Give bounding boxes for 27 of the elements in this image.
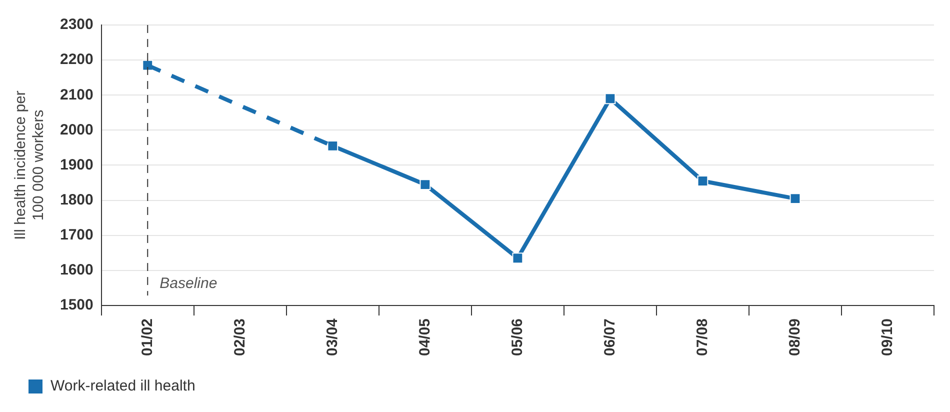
y-tick-label: 1600 bbox=[60, 262, 94, 279]
y-axis-title: Ill health incidence per 100 000 workers bbox=[12, 90, 48, 240]
x-tick-label: 04/05 bbox=[416, 318, 434, 356]
y-tick-label: 1800 bbox=[60, 191, 94, 208]
x-tick-label: 03/04 bbox=[324, 318, 341, 356]
point bbox=[697, 176, 708, 186]
x-tick-label: 07/08 bbox=[694, 318, 711, 356]
x-tick-label: 08/09 bbox=[786, 318, 804, 356]
y-tick-label: 2200 bbox=[60, 51, 94, 68]
y-tick-label: 1900 bbox=[60, 156, 94, 174]
x-tick-label: 05/06 bbox=[508, 318, 526, 356]
x-tick-label: 09/10 bbox=[878, 318, 896, 356]
x-tick-label: 02/03 bbox=[231, 318, 248, 356]
point bbox=[420, 179, 431, 190]
ref-line-label: Baseline bbox=[160, 275, 218, 292]
point bbox=[512, 252, 524, 264]
legend-label: Work-related ill health bbox=[50, 378, 196, 395]
y-tick-label: 1500 bbox=[60, 296, 94, 314]
point bbox=[790, 193, 801, 204]
point bbox=[327, 140, 338, 152]
x-tick-label: 06/07 bbox=[601, 318, 618, 356]
x-tick-label: 01/02 bbox=[138, 318, 156, 356]
y-tick-label: 2000 bbox=[60, 121, 94, 138]
y-tick-label: 2300 bbox=[60, 16, 94, 34]
point bbox=[604, 93, 616, 104]
y-tick-label: 2100 bbox=[60, 86, 94, 104]
y-tick-label: 1700 bbox=[60, 226, 94, 244]
